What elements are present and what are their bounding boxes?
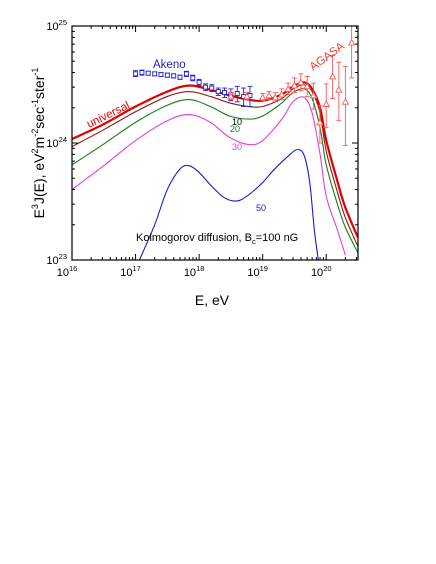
- akeno-data-point: [133, 71, 139, 77]
- agasa-data-point: [265, 91, 273, 99]
- agasa-data-point: [335, 85, 343, 93]
- agasa-data-point: [297, 78, 305, 86]
- akeno-data-point: [171, 73, 177, 79]
- dataset-label-agasa: AGASA: [308, 40, 347, 73]
- agasa-data-point: [341, 97, 350, 105]
- akeno-data-point: [196, 79, 202, 85]
- agasa-data-point: [278, 90, 286, 98]
- series-line-unlabeled-1: [72, 84, 358, 247]
- y-tick-label: 1023: [46, 252, 67, 267]
- x-tick-label: 1020: [311, 264, 332, 279]
- akeno-data-point: [215, 89, 221, 95]
- akeno-data-point: [183, 71, 189, 77]
- akeno-data-point: [203, 84, 208, 90]
- x-tick-label: 1016: [57, 264, 78, 279]
- agasa-data-point: [347, 38, 356, 46]
- x-axis-title: E, eV: [195, 292, 230, 308]
- agasa-data-point: [258, 93, 267, 101]
- akeno-data-point: [222, 90, 227, 95]
- series-label-30: 30: [232, 142, 242, 152]
- agasa-data-point: [322, 100, 331, 107]
- agasa-data-point: [271, 93, 280, 101]
- x-tick-label: 1018: [184, 264, 205, 279]
- agasa-data-point: [290, 81, 299, 89]
- y-axis-title: E3J(E), eV2m-2sec-1ster-1: [30, 68, 47, 219]
- agasa-data-point: [309, 91, 318, 99]
- dataset-label-akeno: Akeno: [153, 59, 186, 71]
- series-label-50: 50: [256, 203, 266, 213]
- akeno-data-point: [209, 85, 215, 91]
- akeno-data-point: [164, 72, 170, 78]
- akeno-data-point: [139, 70, 145, 76]
- akeno-data-point: [152, 71, 158, 77]
- chart-annotation: Kolmogorov diffusion, Bc=100 nG: [136, 232, 298, 246]
- series-line-50: [138, 148, 319, 260]
- data-points-layer: [133, 26, 356, 147]
- x-tick-label: 1017: [120, 264, 141, 279]
- agasa-data-point: [328, 72, 337, 80]
- series-line-20: [72, 96, 346, 256]
- y-tick-label: 1025: [46, 18, 67, 33]
- series-label-20: 20: [230, 124, 240, 134]
- akeno-data-point: [234, 91, 240, 96]
- akeno-data-point: [190, 75, 196, 81]
- agasa-data-point: [284, 84, 292, 92]
- agasa-data-point: [316, 118, 324, 126]
- series-label-universal: universal: [85, 100, 132, 131]
- akeno-data-point: [145, 70, 151, 76]
- agasa-data-point: [243, 92, 251, 100]
- x-tick-label: 1019: [247, 264, 268, 279]
- agasa-data-point: [303, 82, 311, 90]
- akeno-data-point: [177, 74, 183, 80]
- agasa-data-point: [227, 92, 235, 100]
- axes-layer: 1016 1017 1018 1019 1020 1023 1024 1025: [46, 18, 358, 279]
- series-label-10: 10: [232, 117, 242, 127]
- y-tick-label: 1024: [46, 135, 67, 150]
- akeno-data-point: [158, 72, 164, 77]
- series-line-10: [72, 88, 358, 254]
